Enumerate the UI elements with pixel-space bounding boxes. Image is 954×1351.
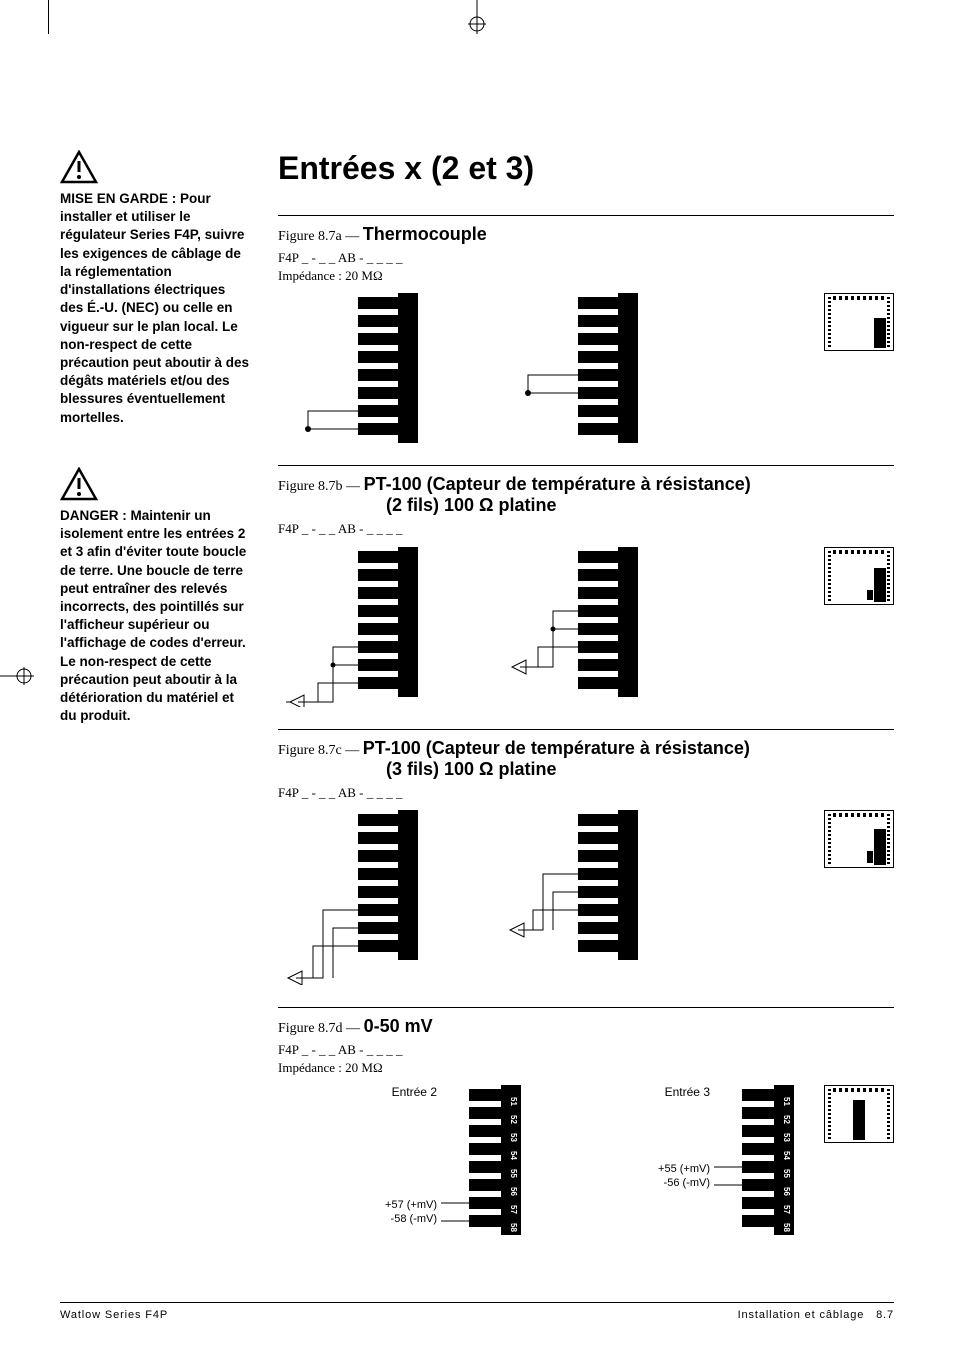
figure-title: 0-50 mV — [364, 1016, 433, 1036]
divider — [278, 1007, 894, 1008]
wiring-diagram-right — [498, 293, 698, 443]
figure-subtitle: (2 fils) 100 Ω platine — [386, 495, 894, 516]
svg-text:53: 53 — [509, 1133, 518, 1142]
connector-map-icon — [824, 810, 894, 868]
model-code: F4P _ - _ _ AB - _ _ _ _ — [278, 1041, 894, 1059]
entry2-label: Entrée 2 — [392, 1085, 437, 1099]
svg-text:55: 55 — [782, 1169, 791, 1178]
page-footer: Watlow Series F4P Installation et câblag… — [60, 1302, 894, 1321]
wiring-diagram-entry3: 51 52 53 54 55 56 57 58 — [714, 1085, 804, 1240]
page: MISE EN GARDE : Pour installer et utilis… — [0, 0, 954, 1351]
wiring-diagram-right — [498, 547, 698, 707]
figure-title: Thermocouple — [363, 224, 487, 244]
svg-text:58: 58 — [509, 1223, 518, 1232]
model-code: F4P _ - _ _ AB - _ _ _ _ — [278, 249, 894, 267]
svg-text:52: 52 — [509, 1115, 518, 1124]
page-title: Entrées x (2 et 3) — [278, 150, 894, 187]
divider — [278, 215, 894, 216]
warning-caution-text: MISE EN GARDE : Pour installer et utilis… — [60, 190, 250, 427]
figure-8-7a: Figure 8.7a — Thermocouple F4P _ - _ _ A… — [278, 224, 894, 443]
wiring-diagram-right — [498, 810, 698, 985]
warning-danger-text: DANGER : Maintenir un isolement entre le… — [60, 507, 250, 726]
connector-map-icon — [824, 1085, 894, 1143]
entry3-label: Entrée 3 — [665, 1085, 710, 1099]
main-content: Entrées x (2 et 3) Figure 8.7a — Thermoc… — [278, 150, 894, 1262]
svg-text:52: 52 — [782, 1115, 791, 1124]
entry-3-block: Entrée 3 +55 (+mV) -56 (-mV) — [551, 1085, 804, 1240]
impedance: Impédance : 20 MΩ — [278, 267, 894, 285]
wiring-diagram-left — [278, 293, 478, 443]
figure-number: Figure 8.7a — — [278, 229, 363, 244]
warning-icon — [60, 467, 250, 501]
svg-text:51: 51 — [509, 1097, 518, 1106]
model-code: F4P _ - _ _ AB - _ _ _ _ — [278, 784, 894, 802]
model-code: F4P _ - _ _ AB - _ _ _ _ — [278, 520, 894, 538]
impedance: Impédance : 20 MΩ — [278, 1059, 894, 1077]
figure-subtitle: (3 fils) 100 Ω platine — [386, 759, 894, 780]
divider — [278, 729, 894, 730]
entry2-wire-labels: +57 (+mV) -58 (-mV) — [385, 1199, 437, 1227]
connector-map-icon — [824, 293, 894, 351]
figure-number: Figure 8.7b — — [278, 479, 364, 494]
svg-text:57: 57 — [509, 1205, 518, 1214]
entry3-wire-labels: +55 (+mV) -56 (-mV) — [658, 1163, 710, 1191]
footer-right: Installation et câblage 8.7 — [738, 1309, 894, 1321]
wiring-diagram-entry2: 51 52 53 54 55 56 57 58 — [441, 1085, 531, 1240]
svg-text:54: 54 — [509, 1151, 518, 1160]
wiring-diagram-left — [278, 810, 478, 985]
divider — [278, 465, 894, 466]
svg-text:56: 56 — [782, 1187, 791, 1196]
sidebar: MISE EN GARDE : Pour installer et utilis… — [60, 150, 250, 1262]
footer-left: Watlow Series F4P — [60, 1309, 168, 1321]
svg-text:53: 53 — [782, 1133, 791, 1142]
figure-number: Figure 8.7d — — [278, 1021, 364, 1036]
svg-text:58: 58 — [782, 1223, 791, 1232]
figure-8-7c: Figure 8.7c — PT-100 (Capteur de tempéra… — [278, 738, 894, 985]
figure-8-7d: Figure 8.7d — 0-50 mV F4P _ - _ _ AB - _… — [278, 1016, 894, 1240]
figure-title: PT-100 (Capteur de température à résista… — [363, 738, 750, 758]
warning-caution: MISE EN GARDE : Pour installer et utilis… — [60, 150, 250, 427]
svg-text:54: 54 — [782, 1151, 791, 1160]
connector-map-icon — [824, 547, 894, 605]
figure-number: Figure 8.7c — — [278, 743, 363, 758]
wiring-diagram-left — [278, 547, 478, 707]
svg-text:55: 55 — [509, 1169, 518, 1178]
figure-8-7b: Figure 8.7b — PT-100 (Capteur de tempéra… — [278, 474, 894, 706]
warning-icon — [60, 150, 250, 184]
svg-text:57: 57 — [782, 1205, 791, 1214]
warning-danger: DANGER : Maintenir un isolement entre le… — [60, 467, 250, 726]
entry-2-block: Entrée 2 +57 (+mV) -58 (-mV) — [278, 1085, 531, 1240]
svg-text:56: 56 — [509, 1187, 518, 1196]
figure-title: PT-100 (Capteur de température à résista… — [364, 474, 751, 494]
svg-text:51: 51 — [782, 1097, 791, 1106]
